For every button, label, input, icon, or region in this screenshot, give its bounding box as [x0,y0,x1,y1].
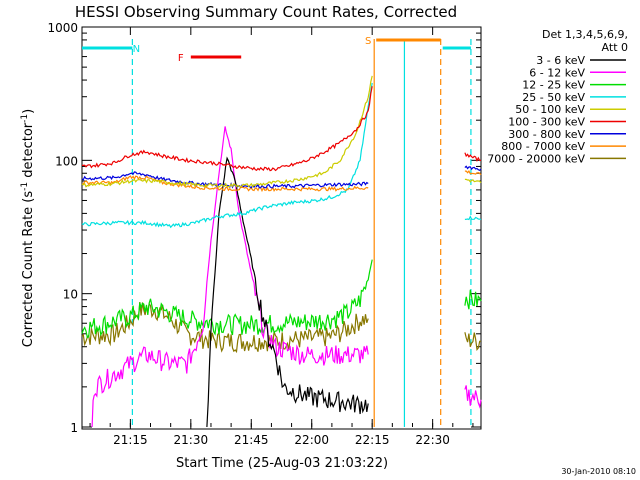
legend-label-3: 25 - 50 keV [522,91,585,104]
legend-label-5: 100 - 300 keV [508,116,585,129]
x-tick-label-1: 21:30 [174,433,209,447]
series-line-1-1 [464,289,482,310]
series-line-2-0 [91,126,369,428]
flag-label-N: N [133,44,140,55]
axis-ticks: 21:15 21:30 21:45 22:00 22:15 22:30 1 10 100 1000 [47,21,481,447]
series-line-2-1 [464,385,482,409]
series-line-5-1 [464,170,482,176]
series-group [81,75,482,428]
series-line-0-1 [464,332,482,352]
legend-label-2: 12 - 25 keV [522,79,585,92]
flag-label-S: S [365,36,371,47]
x-tick-label-2: 21:45 [234,433,269,447]
series-line-5-0 [81,175,369,193]
x-tick-label-3: 22:00 [294,433,329,447]
y-tick-label-3: 1000 [47,21,78,35]
chart-title: HESSI Observing Summary Count Rates, Cor… [75,3,457,21]
series-line-4-0 [81,82,373,229]
observing-flag-bars: N F S [82,36,471,64]
legend-label-6: 300 - 800 keV [508,128,585,141]
series-line-1-0 [81,259,373,339]
series-line-8-0 [82,86,373,172]
legend-label-4: 50 - 100 keV [515,103,585,116]
series-line-7-1 [464,178,482,184]
series-line-7-0 [81,75,373,188]
y-tick-label-2: 100 [55,154,78,168]
x-tick-label-0: 21:15 [113,433,148,447]
x-tick-label-4: 22:15 [355,433,390,447]
legend-label-8: 7000 - 20000 keV [487,152,585,165]
x-axis-label: Start Time (25-Aug-03 21:03:22) [176,456,388,471]
legend-label-7: 800 - 7000 keV [501,140,585,153]
flag-label-F: F [178,53,184,64]
y-axis-label: Corrected Count Rate (s-1 detector-1) [20,109,36,347]
y-tick-label-0: 1 [70,421,78,435]
plot-frame [81,26,482,430]
y-tick-label-1: 10 [63,288,78,302]
legend-label-0: 3 - 6 keV [536,54,585,67]
legend-header-attenuator: Att 0 [602,41,628,54]
series-line-3-0 [206,156,369,428]
series-line-6-1 [464,165,482,172]
legend-label-1: 6 - 12 keV [529,66,585,79]
series-line-0-0 [81,302,369,354]
x-tick-label-5: 22:30 [415,433,450,447]
series-line-4-1 [464,215,482,221]
series-line-8-1 [464,152,482,162]
timestamp: 30-Jan-2010 08:10 [561,467,636,476]
legend-header-detectors: Det 1,3,4,5,6,9, [542,28,628,41]
vertical-markers [131,39,472,427]
